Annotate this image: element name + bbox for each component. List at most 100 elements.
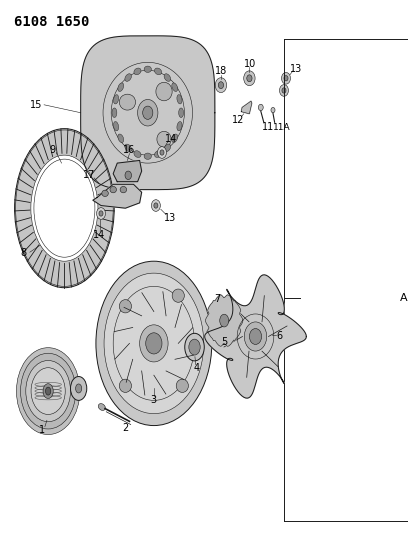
Ellipse shape (99, 211, 103, 216)
Ellipse shape (70, 376, 87, 400)
Ellipse shape (171, 83, 177, 92)
Text: 6108 1650: 6108 1650 (13, 14, 89, 29)
Text: 14: 14 (165, 134, 177, 144)
Ellipse shape (134, 151, 141, 157)
Ellipse shape (110, 187, 116, 193)
Ellipse shape (270, 108, 274, 113)
Polygon shape (205, 295, 242, 346)
Text: 5: 5 (220, 337, 227, 347)
Ellipse shape (184, 333, 204, 361)
Ellipse shape (104, 273, 203, 414)
Text: 7: 7 (213, 294, 220, 304)
Ellipse shape (164, 74, 170, 82)
Ellipse shape (120, 187, 126, 193)
Ellipse shape (243, 71, 254, 86)
Ellipse shape (218, 82, 223, 88)
Ellipse shape (164, 144, 170, 152)
Text: 9: 9 (49, 145, 55, 155)
Ellipse shape (144, 66, 151, 72)
Ellipse shape (117, 134, 124, 143)
Ellipse shape (258, 104, 263, 111)
Ellipse shape (26, 360, 70, 422)
Polygon shape (113, 160, 142, 182)
Polygon shape (204, 275, 306, 398)
Ellipse shape (119, 300, 131, 313)
Ellipse shape (20, 353, 76, 429)
Ellipse shape (176, 122, 182, 131)
Text: 15: 15 (30, 100, 42, 110)
Ellipse shape (215, 78, 226, 93)
Ellipse shape (117, 83, 124, 92)
Ellipse shape (16, 348, 80, 434)
Ellipse shape (157, 147, 166, 158)
Ellipse shape (45, 387, 51, 395)
Ellipse shape (154, 68, 161, 75)
Ellipse shape (171, 134, 177, 143)
Text: 12: 12 (231, 115, 244, 125)
Ellipse shape (125, 74, 131, 82)
Text: 6: 6 (276, 332, 282, 342)
Text: 16: 16 (123, 145, 135, 155)
Text: 8: 8 (20, 248, 27, 259)
Ellipse shape (142, 106, 153, 119)
Ellipse shape (157, 131, 171, 147)
Ellipse shape (154, 151, 161, 157)
Ellipse shape (209, 332, 215, 341)
Ellipse shape (281, 88, 285, 93)
Ellipse shape (279, 85, 288, 96)
Ellipse shape (43, 384, 53, 399)
Ellipse shape (112, 108, 117, 117)
Ellipse shape (283, 76, 288, 81)
Text: 1: 1 (39, 425, 45, 435)
Ellipse shape (137, 100, 157, 126)
Text: 17: 17 (83, 171, 95, 180)
Polygon shape (240, 101, 251, 114)
Ellipse shape (219, 314, 228, 327)
Text: 11A: 11A (272, 123, 290, 132)
Ellipse shape (244, 322, 266, 351)
Ellipse shape (96, 208, 105, 219)
Text: 10: 10 (243, 59, 256, 69)
Ellipse shape (281, 72, 290, 84)
Ellipse shape (98, 403, 105, 410)
Ellipse shape (31, 155, 98, 261)
Ellipse shape (155, 82, 172, 101)
Ellipse shape (246, 75, 252, 82)
Ellipse shape (139, 325, 168, 362)
Ellipse shape (31, 368, 65, 415)
Text: 18: 18 (214, 67, 227, 76)
Ellipse shape (249, 328, 261, 344)
Ellipse shape (145, 333, 162, 354)
Ellipse shape (160, 150, 164, 155)
Ellipse shape (206, 326, 219, 346)
Ellipse shape (113, 95, 118, 104)
Ellipse shape (101, 190, 108, 197)
Ellipse shape (119, 379, 131, 392)
Ellipse shape (189, 339, 200, 355)
Ellipse shape (119, 94, 135, 110)
Text: 13: 13 (164, 213, 176, 223)
Polygon shape (81, 36, 214, 190)
Ellipse shape (125, 171, 131, 180)
Ellipse shape (172, 289, 184, 302)
Ellipse shape (178, 108, 183, 117)
Ellipse shape (176, 379, 188, 392)
Ellipse shape (125, 144, 131, 152)
Ellipse shape (75, 384, 81, 393)
Ellipse shape (144, 153, 151, 159)
Ellipse shape (113, 122, 118, 131)
Ellipse shape (153, 203, 157, 208)
Ellipse shape (134, 68, 141, 75)
Polygon shape (93, 184, 142, 208)
Text: 3: 3 (151, 395, 157, 405)
Text: A: A (399, 293, 407, 303)
Ellipse shape (96, 261, 211, 425)
Text: 14: 14 (92, 230, 105, 240)
Ellipse shape (151, 200, 160, 212)
Ellipse shape (31, 366, 65, 416)
Text: 4: 4 (193, 364, 199, 373)
Ellipse shape (15, 128, 114, 288)
Text: 13: 13 (289, 64, 301, 74)
Text: 2: 2 (122, 423, 128, 433)
Ellipse shape (176, 95, 182, 104)
